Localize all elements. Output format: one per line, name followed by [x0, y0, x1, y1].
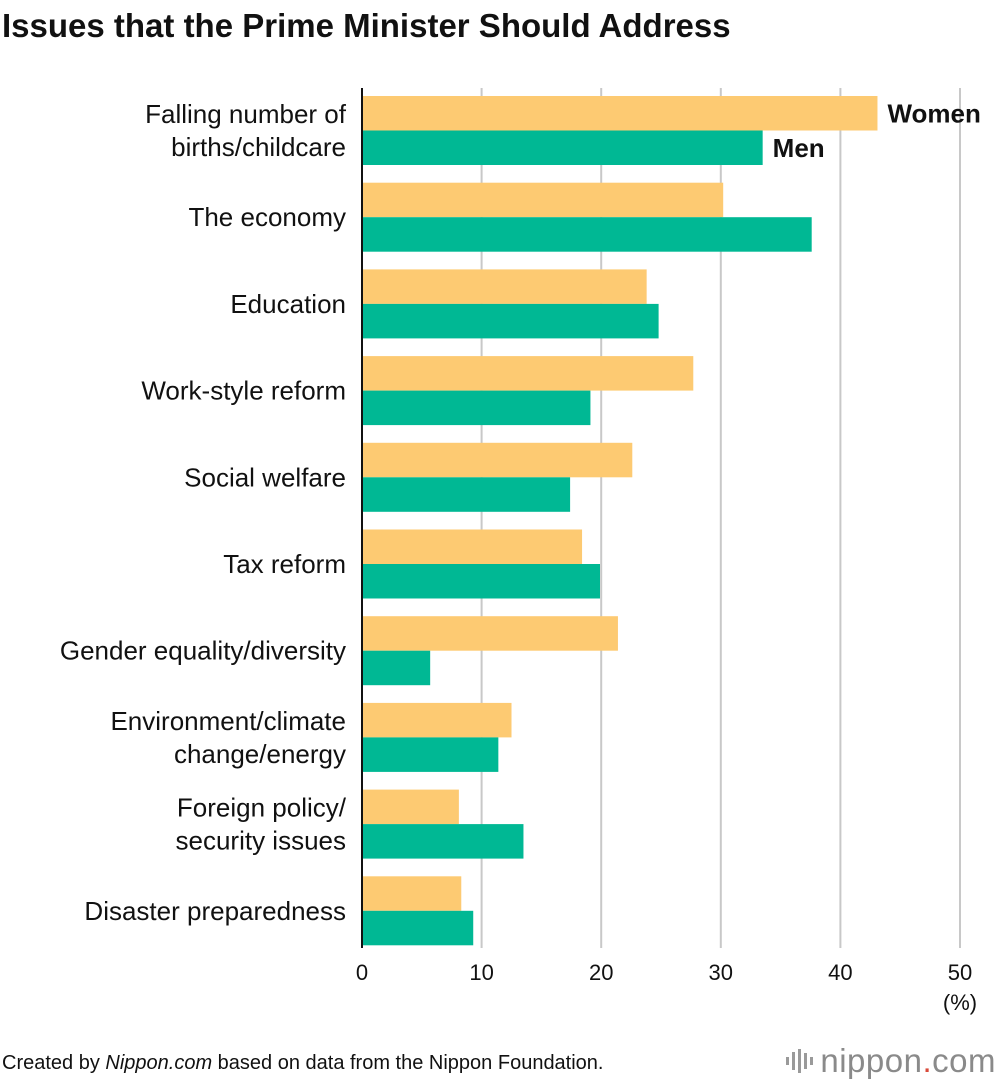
- credit-suffix: based on data from the Nippon Foundation…: [212, 1052, 604, 1074]
- category-label-2: Education: [230, 289, 346, 319]
- bar-men-4: [362, 477, 571, 512]
- bar-women-7: [362, 702, 512, 738]
- bar-women-0: [362, 96, 878, 131]
- bar-men-8: [362, 824, 524, 859]
- category-label-0: Falling number of births/childcare: [145, 99, 347, 162]
- category-labels: Falling number of births/childcare The eco…: [60, 99, 347, 926]
- bar-men-7: [362, 737, 499, 772]
- source-credit: Created by Nippon.com based on data from…: [2, 1052, 604, 1075]
- bar-women-3: [362, 356, 694, 391]
- bar-men-6: [362, 650, 431, 686]
- legend-men: Men: [773, 133, 825, 163]
- legend-women: Women: [887, 98, 980, 128]
- logo-dot: .: [922, 1042, 933, 1079]
- bar-men-5: [362, 564, 601, 599]
- logo-name: nippon: [820, 1042, 923, 1079]
- bar-women-2: [362, 269, 647, 304]
- bar-men-0: [362, 130, 763, 165]
- category-label-4: Social welfare: [184, 462, 346, 492]
- category-label-6: Gender equality/diversity: [60, 636, 346, 666]
- tick-label-30: 30: [709, 960, 733, 985]
- bars: [362, 96, 878, 946]
- chart-title: Issues that the Prime Minister Should Ad…: [2, 7, 731, 44]
- tick-label-40: 40: [828, 960, 852, 985]
- legend: Women Men: [773, 98, 981, 163]
- category-label-5: Tax reform: [223, 549, 346, 579]
- x-axis-ticks: 0 10 20 30 40 50: [356, 960, 972, 985]
- category-label-1: The economy: [188, 202, 346, 232]
- credit-prefix: Created by: [2, 1052, 106, 1074]
- credit-site: Nippon.com: [105, 1052, 213, 1074]
- bar-men-1: [362, 217, 812, 252]
- chart: Issues that the Prime Minister Should Ad…: [2, 7, 981, 1015]
- category-label-7: Environment/climate change/energy: [110, 706, 346, 769]
- category-label-3: Work-style reform: [141, 376, 346, 406]
- category-label-8: Foreign policy/security issues: [176, 793, 347, 856]
- category-label-9: Disaster preparedness: [84, 896, 346, 926]
- bar-women-6: [362, 616, 618, 651]
- sound-wave-icon: [786, 1049, 814, 1073]
- bar-women-8: [362, 789, 459, 825]
- bar-men-2: [362, 303, 659, 339]
- bar-women-1: [362, 182, 724, 218]
- tick-label-50: 50: [948, 960, 972, 985]
- bar-women-5: [362, 529, 583, 564]
- bar-women-9: [362, 876, 462, 911]
- nippon-logo: nippon.com: [784, 1042, 996, 1080]
- tick-label-10: 10: [469, 960, 493, 985]
- bar-women-4: [362, 442, 633, 478]
- logo-wordmark: nippon.com: [820, 1042, 996, 1080]
- tick-label-0: 0: [356, 960, 368, 985]
- bar-men-9: [362, 910, 474, 946]
- logo-tld: com: [932, 1042, 996, 1079]
- axis-unit-label: (%): [943, 990, 977, 1015]
- tick-label-20: 20: [589, 960, 613, 985]
- bar-men-3: [362, 390, 591, 426]
